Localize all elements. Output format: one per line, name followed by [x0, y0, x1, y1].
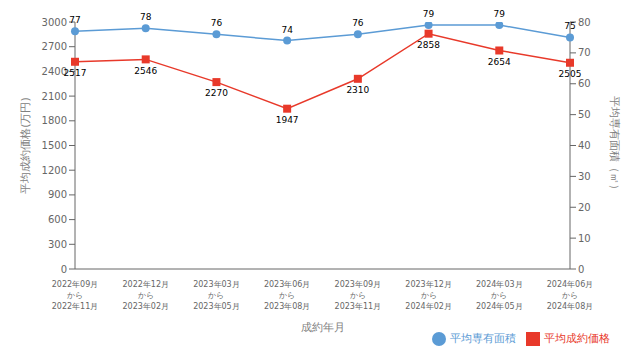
svg-text:2270: 2270: [205, 88, 228, 98]
svg-text:2023年06月から2023年08月: 2023年06月から2023年08月: [264, 280, 311, 311]
svg-text:78: 78: [140, 12, 152, 22]
svg-text:1200: 1200: [42, 165, 67, 176]
svg-text:1800: 1800: [42, 115, 67, 126]
svg-text:2100: 2100: [42, 91, 67, 102]
svg-text:2858: 2858: [417, 40, 440, 50]
svg-text:平均専有面積（㎡）: 平均専有面積（㎡）: [608, 96, 621, 195]
svg-text:50: 50: [578, 109, 591, 120]
svg-text:30: 30: [578, 171, 591, 182]
svg-text:76: 76: [352, 18, 364, 28]
svg-text:2022年12月から2023年02月: 2022年12月から2023年02月: [122, 280, 169, 311]
svg-text:75: 75: [564, 21, 575, 31]
svg-text:600: 600: [48, 214, 67, 225]
svg-text:300: 300: [48, 239, 67, 250]
svg-text:2700: 2700: [42, 41, 67, 52]
html-text:平均成約価格: 平均成約価格: [544, 332, 610, 345]
svg-text:成約年月: 成約年月: [301, 321, 345, 334]
svg-text:60: 60: [578, 78, 591, 89]
svg-text:3000: 3000: [42, 17, 67, 28]
svg-text:79: 79: [423, 9, 435, 19]
svg-text:2505: 2505: [559, 69, 582, 79]
svg-text:2024年06月から2024年08月: 2024年06月から2024年08月: [547, 280, 594, 311]
svg-text:平均成約価格(万円): 平均成約価格(万円): [19, 97, 32, 194]
svg-text:0: 0: [61, 264, 67, 275]
svg-text:0: 0: [578, 264, 584, 275]
svg-text:1947: 1947: [276, 115, 299, 125]
svg-text:20: 20: [578, 202, 591, 213]
svg-text:2024年03月から2024年05月: 2024年03月から2024年05月: [476, 280, 523, 311]
svg-text:2023年03月から2023年05月: 2023年03月から2023年05月: [193, 280, 240, 311]
svg-text:2517: 2517: [64, 68, 87, 78]
svg-text:2400: 2400: [41, 66, 67, 77]
svg-text:1500: 1500: [42, 140, 67, 151]
svg-text:2023年12月から2024年02月: 2023年12月から2024年02月: [405, 280, 452, 311]
svg-text:70: 70: [578, 47, 591, 58]
svg-text:79: 79: [494, 9, 506, 19]
html-text:平均専有面積: 平均専有面積: [450, 332, 516, 345]
svg-text:40: 40: [578, 140, 591, 151]
svg-text:2022年09月から2022年11月: 2022年09月から2022年11月: [52, 280, 99, 311]
svg-text:2023年09月から2023年11月: 2023年09月から2023年11月: [335, 280, 382, 311]
svg-text:77: 77: [69, 15, 80, 25]
svg-text:76: 76: [211, 18, 223, 28]
svg-text:2546: 2546: [134, 66, 157, 76]
svg-text:2654: 2654: [488, 57, 511, 67]
svg-text:900: 900: [48, 189, 67, 200]
svg-text:10: 10: [578, 233, 591, 244]
svg-text:2310: 2310: [346, 85, 369, 95]
svg-text:80: 80: [578, 17, 591, 28]
svg-text:74: 74: [281, 25, 293, 35]
